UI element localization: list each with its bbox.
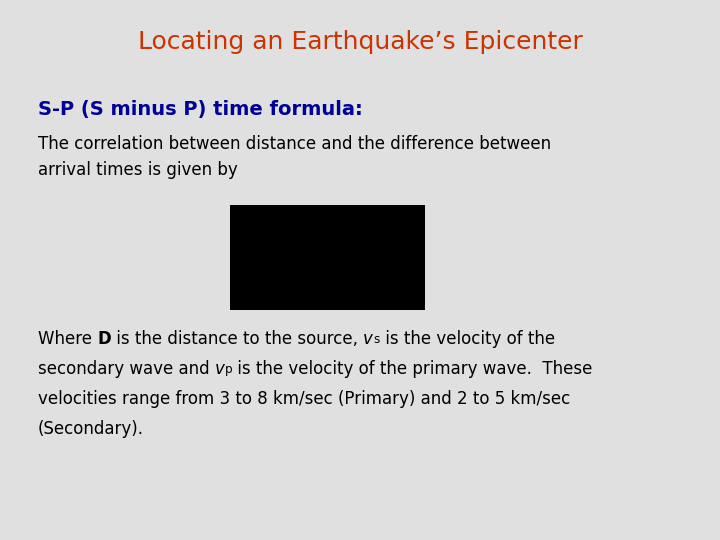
Text: v: v — [364, 330, 373, 348]
Text: S-P (S minus P) time formula:: S-P (S minus P) time formula: — [38, 100, 363, 119]
Text: is the distance to the source,: is the distance to the source, — [111, 330, 364, 348]
Text: is the velocity of the: is the velocity of the — [379, 330, 554, 348]
Text: D: D — [97, 330, 111, 348]
Text: s: s — [373, 333, 379, 346]
Text: The correlation between distance and the difference between
arrival times is giv: The correlation between distance and the… — [38, 135, 551, 179]
Bar — [230, 205, 425, 310]
Text: velocities range from 3 to 8 km/sec (Primary) and 2 to 5 km/sec: velocities range from 3 to 8 km/sec (Pri… — [38, 390, 570, 408]
Text: Where: Where — [38, 330, 97, 348]
Text: v: v — [215, 360, 225, 378]
Text: Locating an Earthquake’s Epicenter: Locating an Earthquake’s Epicenter — [138, 30, 582, 54]
Text: is the velocity of the primary wave.  These: is the velocity of the primary wave. The… — [233, 360, 593, 378]
Text: secondary wave and: secondary wave and — [38, 360, 215, 378]
Text: (Secondary).: (Secondary). — [38, 420, 144, 438]
Text: p: p — [225, 363, 233, 376]
